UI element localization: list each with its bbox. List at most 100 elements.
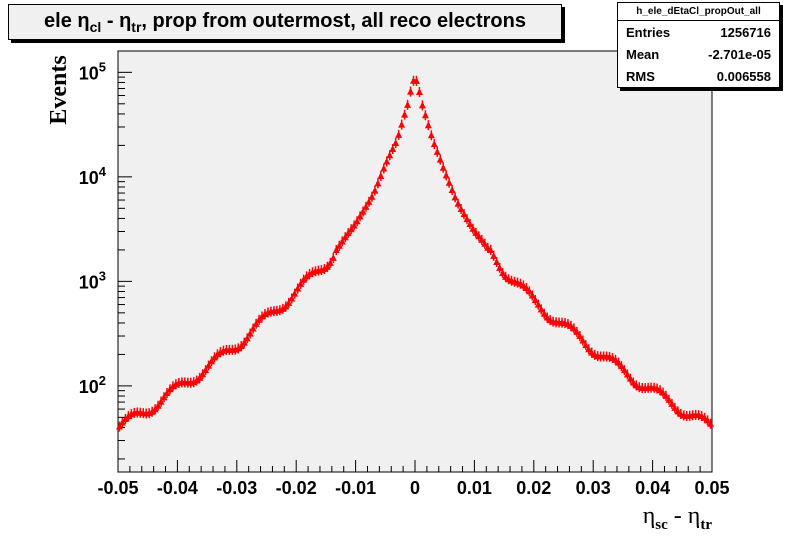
data-point	[418, 101, 426, 109]
data-point	[335, 242, 343, 249]
data-point	[620, 366, 628, 374]
data-point	[297, 280, 305, 287]
stats-rms-label: RMS	[626, 69, 655, 84]
data-point	[629, 378, 637, 386]
data-point	[196, 374, 204, 381]
y-axis-label: Events	[46, 55, 72, 124]
stats-entries-value: 1256716	[720, 25, 771, 40]
data-point	[534, 301, 542, 308]
data-point	[163, 389, 171, 397]
data-point	[665, 396, 673, 403]
x-tick-label: 0.03	[576, 478, 611, 498]
data-point	[398, 121, 406, 128]
data-point	[240, 339, 248, 346]
x-tick-label: 0.01	[457, 478, 492, 498]
data-point	[237, 342, 245, 350]
data-point	[421, 111, 429, 119]
data-point	[344, 229, 352, 237]
data-point	[374, 179, 382, 187]
data-point	[481, 240, 489, 247]
stats-row-mean: Mean -2.701e-05	[618, 43, 779, 65]
data-point	[199, 370, 207, 378]
stats-rms-value: 0.006558	[716, 69, 771, 84]
stats-box: h_ele_dEtaCl_propOut_all Entries 1256716…	[617, 2, 780, 88]
data-point	[350, 221, 358, 229]
data-point	[356, 212, 364, 220]
data-point	[368, 193, 376, 200]
data-point	[359, 208, 367, 215]
data-point	[383, 158, 391, 165]
data-point	[662, 392, 670, 399]
data-point	[160, 393, 168, 401]
axes: -0.05 -0.04 -0.03 -0.02 -0.01 0 0.01 0.02 0.03 0.…	[79, 59, 730, 498]
chart-title-text: ele ηcl - ηtr, prop from outermost, all …	[44, 9, 526, 35]
data-point	[169, 382, 177, 390]
x-tick-label: -0.01	[335, 478, 376, 498]
data-point	[430, 140, 438, 148]
data-point	[377, 172, 385, 179]
data-point	[442, 171, 450, 179]
data-point	[528, 291, 536, 299]
data-points	[115, 75, 715, 432]
data-point	[496, 264, 504, 271]
data-point	[252, 320, 260, 327]
data-point	[326, 259, 334, 266]
data-point	[392, 139, 400, 146]
data-point	[617, 362, 625, 370]
data-point	[460, 210, 468, 218]
data-point	[433, 148, 441, 155]
stats-mean-label: Mean	[626, 47, 660, 62]
data-point	[115, 423, 123, 430]
data-point	[205, 362, 213, 369]
plot-frame	[117, 50, 713, 473]
data-point	[338, 237, 346, 245]
data-point	[427, 131, 435, 139]
data-point	[291, 290, 299, 297]
data-point	[412, 77, 420, 84]
data-point	[451, 193, 459, 201]
data-point	[255, 316, 263, 323]
data-point	[332, 246, 340, 254]
data-point	[540, 310, 548, 317]
data-point	[573, 328, 581, 335]
data-point	[454, 200, 462, 207]
data-point	[124, 412, 132, 420]
data-point	[341, 233, 349, 241]
stats-row-entries: Entries 1256716	[618, 21, 779, 43]
data-point	[389, 145, 397, 152]
data-point	[704, 416, 712, 424]
y-tick-label: 103	[79, 268, 106, 292]
x-tick-label: -0.03	[216, 478, 257, 498]
x-tick-label: 0.04	[635, 478, 670, 498]
data-point	[457, 205, 465, 213]
data-point	[294, 285, 302, 292]
data-point	[478, 236, 486, 243]
data-point	[659, 389, 667, 396]
x-tick-label: 0.02	[516, 478, 551, 498]
data-point	[282, 302, 290, 310]
stats-mean-value: -2.701e-05	[708, 47, 771, 62]
data-point	[487, 246, 495, 253]
data-point	[436, 156, 444, 163]
data-point	[380, 164, 388, 172]
data-point	[415, 88, 423, 96]
data-point	[490, 252, 498, 259]
stats-entries-label: Entries	[626, 25, 671, 40]
data-point	[395, 131, 403, 138]
data-point	[323, 263, 331, 270]
data-point	[579, 337, 587, 344]
data-point	[213, 350, 221, 358]
data-point	[582, 341, 590, 349]
data-point	[522, 284, 530, 291]
data-point	[285, 299, 293, 306]
stats-row-rms: RMS 0.006558	[618, 65, 779, 87]
stats-histogram-name: h_ele_dEtaCl_propOut_all	[618, 3, 779, 21]
data-point	[362, 203, 370, 210]
data-point	[525, 287, 533, 295]
data-point	[493, 258, 501, 265]
data-point	[151, 405, 159, 413]
data-point	[157, 398, 165, 405]
data-point	[401, 111, 409, 118]
x-tick-label: 0.05	[694, 478, 729, 498]
